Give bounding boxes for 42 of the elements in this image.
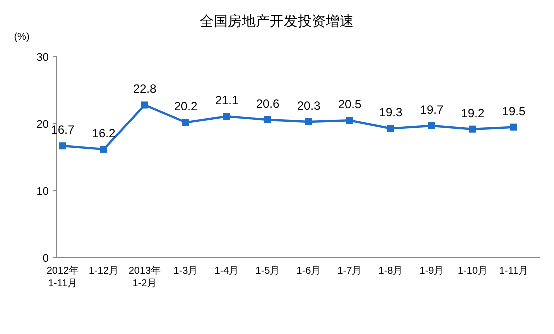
- x-tick-label: 1-11月: [499, 266, 529, 277]
- x-tick-label: 1-12月: [88, 266, 120, 277]
- point: [510, 124, 518, 131]
- point: [388, 125, 394, 132]
- data-label: 19.5: [502, 104, 526, 118]
- point: [142, 102, 148, 109]
- x-tick-label: 1-5月: [256, 266, 280, 277]
- data-label: 20.3: [297, 98, 321, 113]
- point: [306, 118, 312, 126]
- x-tick-label: 2012年 1-11月: [46, 265, 80, 290]
- x-tick-label: 1-10月: [458, 266, 488, 277]
- x-tick-label: 1-4月: [214, 266, 240, 277]
- y-axis-title: (%): [14, 32, 30, 43]
- data-label: 20.2: [174, 100, 198, 114]
- x-tick-label: 1-3月: [174, 266, 198, 277]
- point: [100, 146, 108, 153]
- x-tick-label: 1-6月: [296, 266, 322, 277]
- point: [60, 142, 66, 150]
- point: [264, 116, 272, 124]
- x-tick-label: 2013年 1-2月: [128, 265, 162, 290]
- point: [428, 122, 436, 130]
- point: [224, 113, 230, 120]
- y-tick-label: 0: [42, 253, 49, 265]
- x-tick-label: 1-9月: [420, 266, 444, 277]
- y-tick-label: 20: [36, 119, 49, 131]
- data-label: 20.6: [256, 96, 280, 111]
- data-label: 19.3: [379, 106, 403, 120]
- data-label: 21.1: [215, 94, 239, 108]
- data-label: 19.7: [420, 103, 444, 118]
- x-tick-label: 1-8月: [378, 266, 404, 277]
- point: [470, 126, 476, 133]
- data-label: 16.7: [51, 123, 75, 138]
- y-tick-label: 30: [36, 52, 49, 64]
- y-tick-label: 10: [36, 186, 49, 198]
- chart-title: 全国房地产开发投资增速: [200, 13, 354, 29]
- x-tick-label: 1-7月: [338, 266, 362, 277]
- data-label: 16.2: [92, 126, 116, 140]
- point: [346, 117, 354, 124]
- data-label: 22.8: [133, 82, 157, 96]
- point: [182, 119, 190, 126]
- data-label: 20.5: [338, 98, 362, 112]
- data-label: 19.2: [461, 106, 485, 120]
